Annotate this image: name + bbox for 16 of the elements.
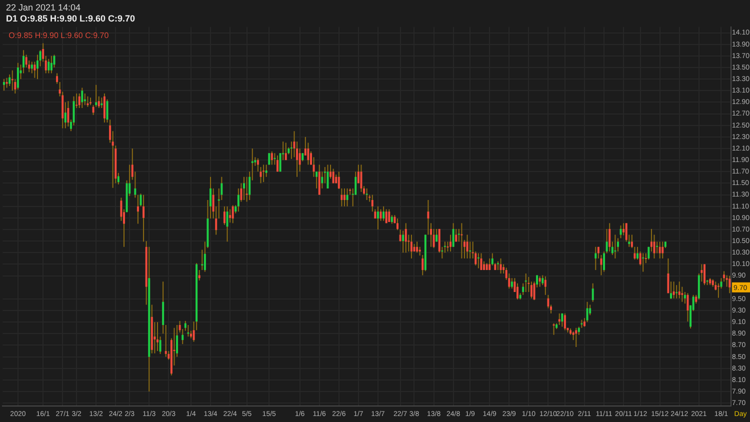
candlestick xyxy=(614,234,616,258)
candlestick xyxy=(642,253,644,272)
candlestick xyxy=(156,322,158,352)
candlestick xyxy=(444,242,446,253)
annotation: O:9.85 H:9.90 L:9.60 C:9.70 xyxy=(8,31,110,40)
chart-title: 22 Jan 2021 14:04 xyxy=(6,2,81,12)
candlestick xyxy=(262,164,265,182)
candlestick xyxy=(460,223,463,258)
candlestick xyxy=(164,324,167,357)
chart-subtitle: D1 O:9.85 H:9.90 L:9.60 C:9.70 xyxy=(6,13,136,24)
candlestick xyxy=(201,250,204,270)
candlestick xyxy=(366,188,368,200)
candlestick xyxy=(524,273,527,292)
candlestick xyxy=(676,285,678,298)
candlestick xyxy=(477,253,480,268)
candlestick xyxy=(274,153,276,165)
